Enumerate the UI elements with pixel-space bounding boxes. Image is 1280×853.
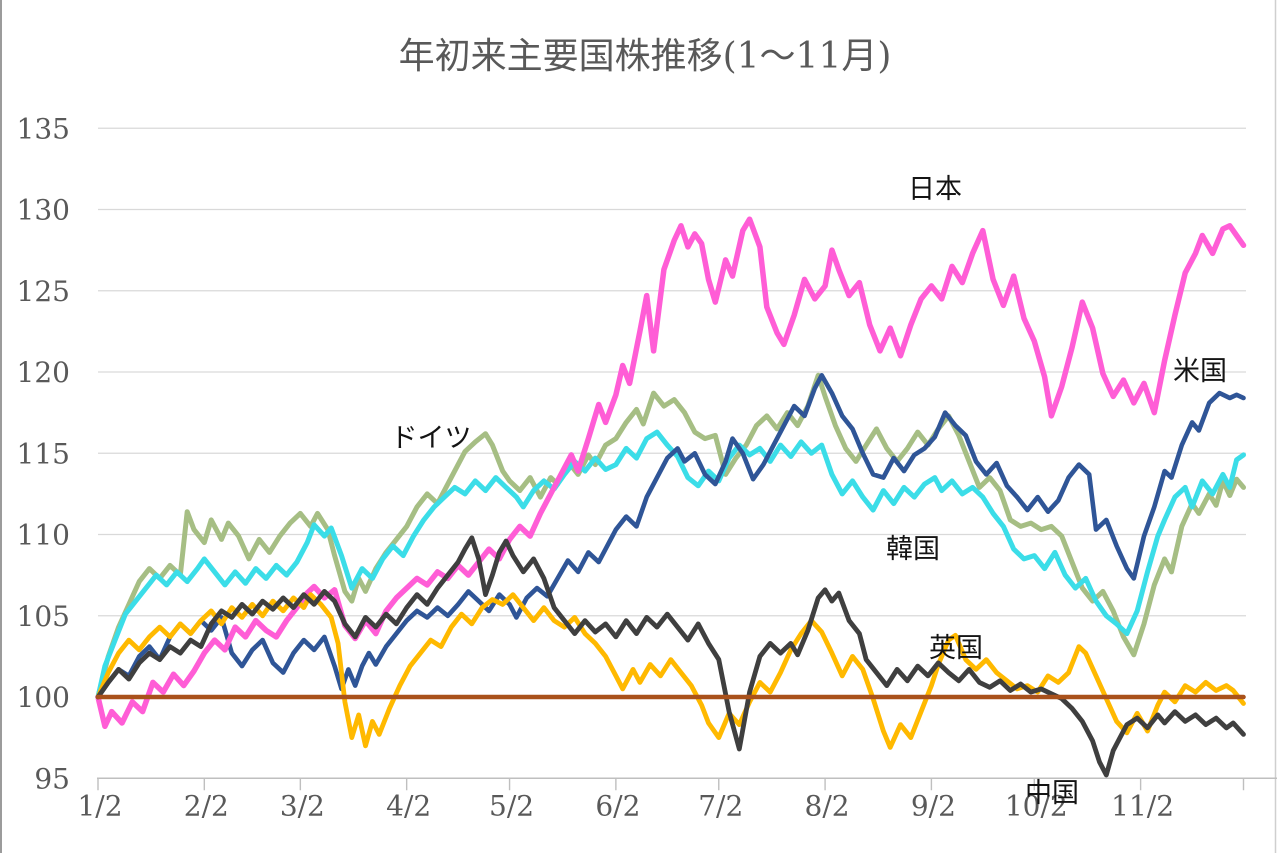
x-tick-label-10-2: 10/2 [1005,789,1068,822]
series-line-china [95,535,1246,778]
x-tick-label-8-2: 8/2 [805,789,850,822]
y-tick-label-105: 105 [17,600,70,633]
x-tick-label-2-2: 2/2 [184,789,229,822]
x-tick-label-3-2: 3/2 [280,789,325,822]
y-tick-label-135: 135 [17,112,70,145]
series-label-5: 中国 [1025,778,1079,809]
axes: 135 130 125 120 115 110 105 100 951/2 2/2 3/2 4/2 5/… [17,112,1277,822]
y-tick-label-120: 120 [17,356,70,389]
series-label-1: 米国 [1173,356,1227,387]
series-line-us [95,372,1246,700]
x-tick-label-6-2: 6/2 [595,789,640,822]
y-tick-label-130: 130 [17,194,70,227]
series-label-3: 韓国 [886,534,940,565]
y-tick-label-115: 115 [17,437,70,470]
series-label-4: 英国 [929,633,983,664]
series-lines [95,216,1247,778]
y-tick-label-125: 125 [17,275,70,308]
x-tick-label-4-2: 4/2 [386,789,431,822]
y-tick-label-95: 95 [34,762,70,795]
gridlines [98,127,1246,698]
x-tick-label-11-2: 11/2 [1111,789,1174,822]
x-tick-label-9-2: 9/2 [911,789,956,822]
series-line-japan [95,216,1247,730]
x-tick-label-1-2: 1/2 [77,789,122,822]
x-tick-label-7-2: 7/2 [698,789,743,822]
chart-title: 年初来主要国株推移(1〜11月) [399,36,892,77]
x-tick-label-5-2: 5/2 [489,789,534,822]
y-tick-label-110: 110 [17,519,70,552]
series-label-2: ドイツ [391,423,472,454]
series-line-germany [95,372,1246,700]
y-tick-label-100: 100 [17,681,70,714]
series-label-0: 日本 [908,174,962,205]
